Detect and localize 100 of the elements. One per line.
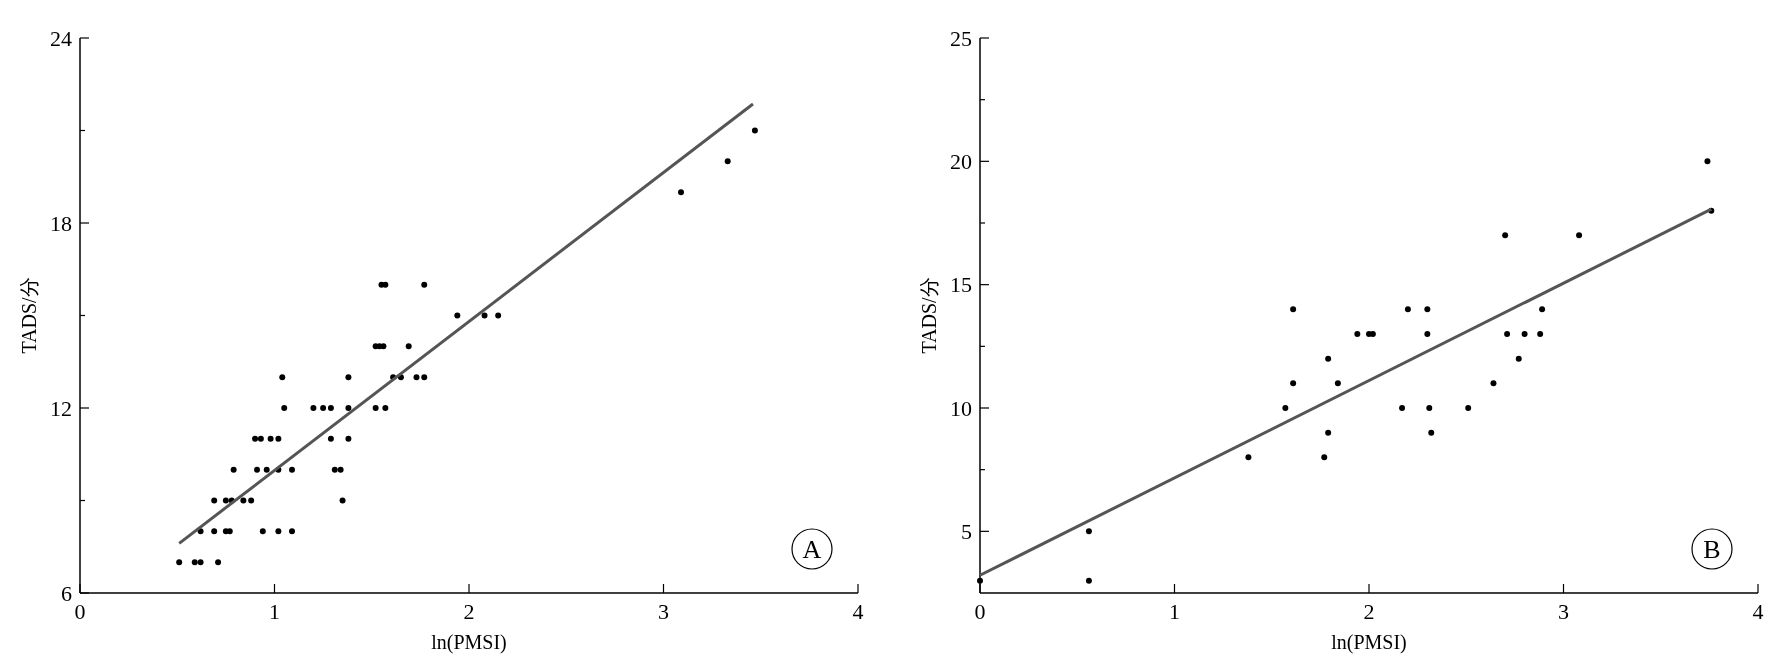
point	[254, 466, 260, 473]
point	[678, 189, 684, 196]
point	[267, 435, 274, 442]
point	[1424, 306, 1431, 313]
point	[1465, 405, 1472, 411]
x-axis-title: ln(PMSI)	[1331, 631, 1407, 654]
point	[1290, 306, 1297, 313]
point	[252, 435, 259, 442]
point	[279, 374, 286, 381]
point	[259, 528, 266, 535]
point	[372, 405, 379, 411]
point	[339, 497, 346, 504]
y-tick-label: 18	[50, 210, 72, 236]
y-tick-label: 5	[961, 519, 972, 545]
point	[240, 497, 247, 504]
point	[176, 559, 183, 566]
point	[1325, 429, 1332, 436]
point	[248, 497, 255, 504]
point	[345, 405, 352, 411]
point	[320, 405, 327, 411]
point	[327, 435, 334, 442]
point	[191, 559, 198, 566]
point	[413, 374, 420, 381]
point	[289, 528, 295, 535]
point	[1325, 355, 1332, 362]
x-tick-label: 2	[463, 599, 475, 624]
point	[310, 405, 317, 411]
point	[1085, 577, 1092, 584]
point	[1704, 158, 1711, 165]
point	[337, 466, 344, 473]
y-tick-label: 12	[50, 395, 72, 421]
y-tick-label: 6	[61, 580, 72, 606]
x-tick-label: 4	[1752, 599, 1764, 624]
x-tick-label: 0	[974, 599, 986, 624]
point	[275, 435, 282, 442]
point	[1576, 232, 1583, 239]
point	[1085, 528, 1092, 535]
x-tick-label: 0	[74, 599, 86, 624]
y-axis-title: TADS/分	[918, 277, 940, 354]
point	[1504, 331, 1511, 337]
y-tick-label: 10	[950, 395, 972, 421]
point	[1428, 429, 1435, 436]
point	[331, 466, 338, 473]
point	[1399, 405, 1406, 411]
point	[211, 528, 218, 535]
x-axis-title: ln(PMSI)	[431, 631, 507, 654]
y-tick-label: 15	[950, 272, 972, 298]
y-tick-label: 25	[950, 25, 972, 51]
point	[382, 281, 389, 288]
point	[345, 374, 352, 381]
point	[257, 435, 264, 442]
point	[1539, 306, 1546, 313]
point	[327, 405, 334, 411]
x-tick-label: 1	[269, 599, 280, 624]
point	[226, 528, 233, 535]
point	[421, 281, 428, 288]
point	[454, 312, 461, 319]
annotation: B	[1703, 535, 1721, 565]
point	[263, 466, 270, 473]
point	[1334, 380, 1341, 387]
x-tick-label: 4	[852, 599, 864, 624]
y-tick-label: 24	[50, 25, 72, 51]
point	[1426, 405, 1433, 411]
point	[345, 435, 352, 442]
point	[382, 405, 389, 411]
point	[1369, 331, 1376, 337]
point	[380, 343, 387, 350]
point	[977, 577, 983, 584]
y-axis-title: TADS/分	[18, 277, 40, 354]
point	[1521, 331, 1528, 337]
point	[289, 466, 295, 473]
point	[281, 405, 288, 411]
point	[1245, 454, 1252, 461]
point	[1537, 331, 1544, 337]
point	[215, 559, 222, 566]
x-tick-label: 2	[1363, 599, 1375, 624]
point	[222, 497, 229, 504]
annotation: A	[802, 535, 822, 565]
point	[724, 158, 731, 165]
point	[1404, 306, 1411, 313]
point	[1424, 331, 1431, 337]
point	[495, 312, 502, 319]
point	[197, 559, 204, 566]
point	[1490, 380, 1497, 387]
point	[1321, 454, 1328, 461]
point	[1515, 355, 1522, 362]
point	[1282, 405, 1289, 411]
point	[1354, 331, 1361, 337]
point	[751, 127, 758, 134]
point	[275, 528, 282, 535]
point	[405, 343, 412, 350]
x-tick-label: 3	[1558, 599, 1569, 624]
point	[421, 374, 428, 381]
point	[1290, 380, 1297, 387]
y-tick-label: 20	[950, 149, 972, 175]
x-tick-label: 1	[1169, 599, 1180, 624]
point	[230, 466, 237, 473]
point	[1502, 232, 1509, 239]
point	[211, 497, 218, 504]
x-tick-label: 3	[658, 599, 669, 624]
